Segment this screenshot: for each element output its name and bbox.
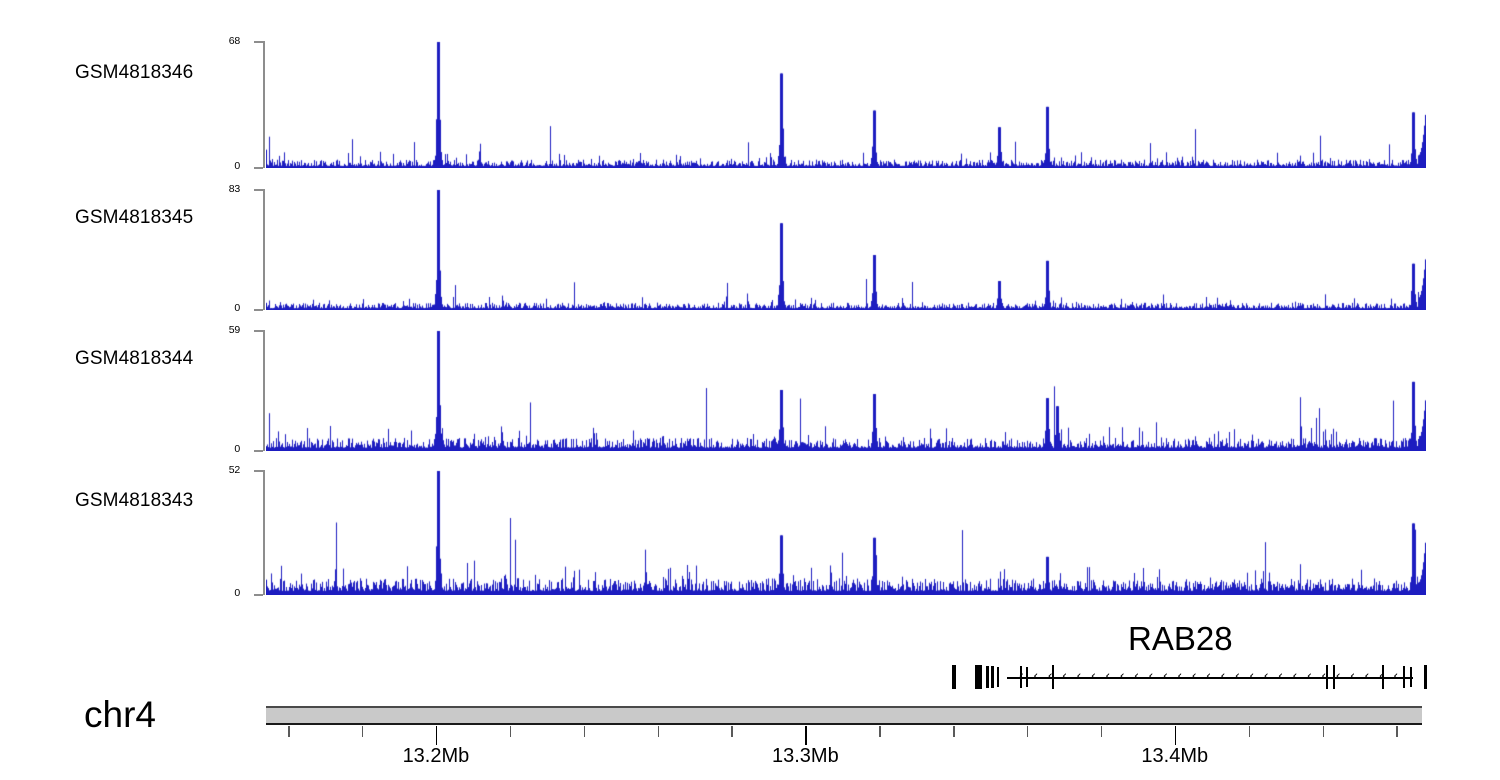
axis-tick-label: 13.3Mb (772, 745, 839, 767)
strand-direction-arrow: ‹ (1105, 669, 1111, 684)
strand-direction-arrow: ‹ (1292, 669, 1298, 684)
gene-exon[interactable] (1052, 665, 1054, 689)
gene-exon[interactable] (997, 667, 999, 687)
strand-direction-arrow: ‹ (1378, 669, 1384, 684)
axis-tick-minor (1100, 726, 1103, 737)
track-axis-max: 68 (228, 35, 240, 47)
strand-direction-arrow: ‹ (1321, 669, 1327, 684)
axis-tick-minor (953, 726, 955, 737)
gene-exon[interactable] (952, 665, 956, 689)
axis-tick-label: 13.4Mb (1141, 745, 1209, 767)
gene-name-label: RAB28 (1128, 620, 1233, 657)
track-label-gsm4818343: GSM4818343 (75, 490, 194, 511)
track-axis-max: 59 (228, 324, 240, 336)
axis-tick-minor (583, 726, 586, 737)
strand-direction-arrow: ‹ (1205, 669, 1212, 684)
axis-tick-minor (879, 726, 881, 737)
track-axis-cap-max (254, 330, 263, 332)
strand-direction-arrow: ‹ (1047, 669, 1053, 684)
gene-exon[interactable] (1424, 665, 1427, 689)
track-axis-cap-max (254, 189, 263, 191)
axis-tick-minor (1396, 726, 1398, 737)
axis-tick-minor (362, 726, 364, 737)
strand-direction-arrow: ‹ (1249, 669, 1255, 684)
gene-exon[interactable] (1333, 665, 1336, 689)
strand-direction-arrow: ‹ (1349, 669, 1356, 684)
strand-direction-arrow: ‹ (1335, 669, 1341, 684)
strand-direction-arrow: ‹ (1177, 669, 1183, 684)
gene-exon[interactable] (1026, 667, 1028, 687)
strand-direction-arrow: ‹ (1018, 669, 1024, 684)
gene-exon[interactable] (1020, 666, 1022, 688)
strand-direction-arrow: ‹ (1148, 669, 1154, 684)
gene-exon[interactable] (1403, 666, 1406, 688)
axis-tick-minor (509, 726, 512, 737)
strand-direction-arrow: ‹ (1393, 669, 1399, 684)
axis-tick-label: 13.2Mb (402, 745, 470, 767)
axis-tick-minor (1248, 726, 1251, 737)
axis-tick-major (1174, 726, 1177, 745)
gene-exon[interactable] (1326, 665, 1329, 689)
track-axis-spine (263, 41, 265, 168)
track-axis-cap-max (254, 41, 263, 43)
strand-direction-arrow: ‹ (1076, 669, 1082, 684)
axis-tick-minor (1322, 726, 1324, 737)
track-axis-max: 83 (228, 183, 240, 195)
track-axis-spine (263, 189, 265, 310)
track-axis-cap-min (254, 450, 263, 452)
coverage-plot[interactable] (266, 330, 1426, 451)
strand-direction-arrow: ‹ (1133, 669, 1140, 684)
strand-direction-arrow: ‹ (1364, 669, 1370, 684)
strand-direction-arrow: ‹ (1234, 669, 1240, 684)
strand-direction-arrow: ‹ (1306, 669, 1312, 684)
track-axis-min: 0 (234, 587, 240, 599)
gene-exon[interactable] (1382, 665, 1384, 689)
coverage-plot[interactable] (266, 470, 1426, 595)
strand-direction-arrow: ‹ (1220, 669, 1226, 684)
strand-direction-arrow: ‹ (1119, 669, 1125, 684)
gene-exon[interactable] (986, 666, 989, 688)
axis-tick-minor (288, 726, 290, 737)
chromosome-label: chr4 (84, 694, 156, 735)
coverage-plot[interactable] (266, 41, 1426, 168)
track-label-gsm4818346: GSM4818346 (75, 62, 194, 83)
axis-tick-major (435, 726, 438, 745)
strand-direction-arrow: ‹ (1090, 669, 1096, 684)
gene-exon[interactable] (1410, 667, 1412, 687)
track-axis-max: 52 (228, 464, 240, 476)
strand-direction-arrow: ‹ (1277, 669, 1284, 684)
track-axis-min: 0 (234, 443, 240, 455)
track-axis-cap-min (254, 594, 263, 596)
strand-direction-arrow: ‹ (1191, 669, 1197, 684)
track-axis-cap-min (254, 309, 263, 311)
track-axis-cap-min (254, 167, 263, 169)
axis-tick-minor (1027, 726, 1029, 737)
ideogram-bar[interactable] (266, 706, 1422, 725)
track-axis-min: 0 (234, 302, 240, 314)
gene-exon[interactable] (975, 665, 982, 689)
strand-direction-arrow: ‹ (1061, 669, 1068, 684)
gene-exon[interactable] (991, 666, 994, 688)
track-axis-spine (263, 330, 265, 451)
axis-tick-minor (657, 726, 659, 737)
track-axis-spine (263, 470, 265, 595)
track-label-gsm4818344: GSM4818344 (75, 348, 194, 369)
coverage-plot[interactable] (266, 189, 1426, 310)
strand-direction-arrow: ‹ (1263, 669, 1269, 684)
axis-tick-minor (731, 726, 733, 737)
gene-intron-line (1006, 677, 1414, 679)
strand-direction-arrow: ‹ (1162, 669, 1168, 684)
track-axis-cap-max (254, 470, 263, 472)
track-label-gsm4818345: GSM4818345 (75, 207, 194, 228)
strand-direction-arrow: ‹ (1033, 669, 1039, 684)
axis-tick-major (805, 726, 807, 745)
track-axis-min: 0 (234, 160, 240, 172)
